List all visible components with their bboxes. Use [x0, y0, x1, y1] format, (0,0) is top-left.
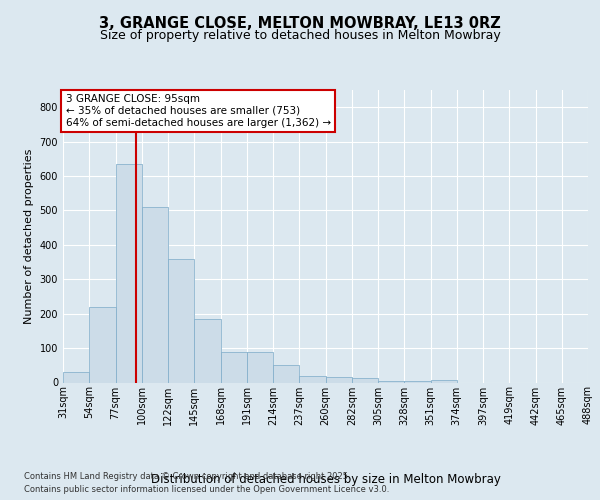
Bar [89, 307, 115, 382]
X-axis label: Distribution of detached houses by size in Melton Mowbray: Distribution of detached houses by size … [151, 474, 500, 486]
Text: 3, GRANGE CLOSE, MELTON MOWBRAY, LE13 0RZ: 3, GRANGE CLOSE, MELTON MOWBRAY, LE13 0R… [99, 16, 501, 31]
Bar [247, 352, 273, 382]
Bar [431, 380, 457, 382]
Bar [273, 366, 299, 382]
Bar [352, 378, 378, 382]
Text: Contains public sector information licensed under the Open Government Licence v3: Contains public sector information licen… [24, 485, 389, 494]
Bar [115, 164, 142, 382]
Bar [221, 352, 247, 382]
Y-axis label: Number of detached properties: Number of detached properties [24, 148, 34, 324]
Bar [325, 378, 352, 382]
Bar [299, 376, 325, 382]
Bar [168, 258, 194, 382]
Text: 3 GRANGE CLOSE: 95sqm
← 35% of detached houses are smaller (753)
64% of semi-det: 3 GRANGE CLOSE: 95sqm ← 35% of detached … [65, 94, 331, 128]
Bar [194, 319, 221, 382]
Text: Size of property relative to detached houses in Melton Mowbray: Size of property relative to detached ho… [100, 29, 500, 42]
Text: Contains HM Land Registry data © Crown copyright and database right 2025.: Contains HM Land Registry data © Crown c… [24, 472, 350, 481]
Bar [63, 372, 89, 382]
Bar [404, 381, 431, 382]
Bar [378, 381, 404, 382]
Bar [142, 207, 168, 382]
